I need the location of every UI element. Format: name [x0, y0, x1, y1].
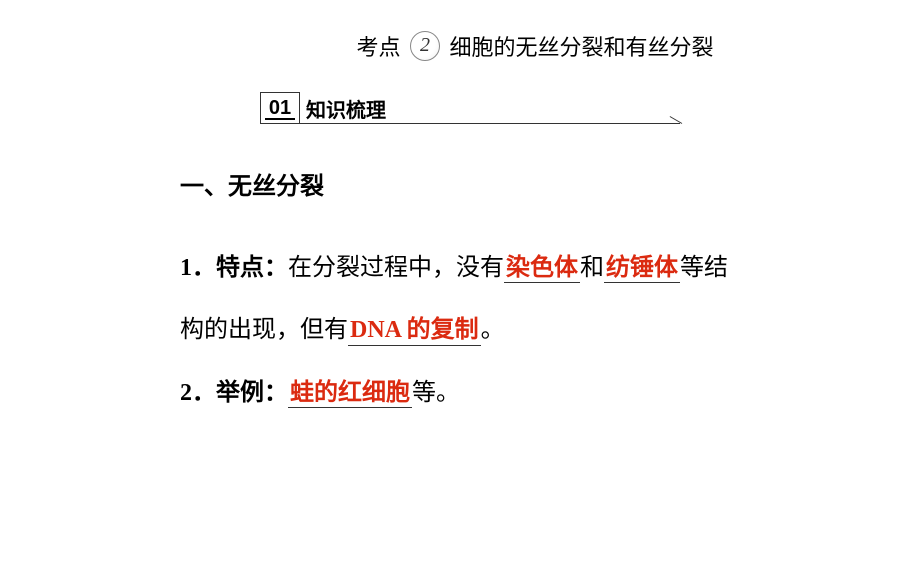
point-1-num: 1 — [180, 255, 192, 281]
point-1: 1．特点：在分裂过程中，没有染色体和纺锤体等结 — [180, 237, 780, 299]
point-2-label: ．举例： — [192, 379, 288, 406]
point-1-mid1: 和 — [580, 255, 604, 281]
section-number-underline — [265, 118, 295, 120]
section-title: 知识梳理 — [306, 94, 386, 123]
point-1-pre: 在分裂过程中，没有 — [288, 255, 504, 281]
blank-4: 蛙的红细胞 — [288, 380, 412, 408]
point-1-line2: 构的出现，但有DNA 的复制。 — [120, 299, 780, 361]
topic-title: 考点 2 细胞的无丝分裂和有丝分裂 — [270, 30, 800, 62]
point-2: 2．举例：蛙的红细胞等。 — [180, 362, 780, 424]
topic-badge-number: 2 — [420, 34, 430, 57]
topic-badge: 2 — [410, 31, 440, 61]
point-1-end: 。 — [481, 317, 505, 343]
blank-2: 纺锤体 — [604, 255, 680, 283]
section-number: 01 — [269, 97, 291, 119]
heading-1: 一、无丝分裂 — [180, 166, 800, 201]
point-2-end: 等。 — [412, 380, 460, 406]
point-1-label: ．特点： — [192, 254, 288, 281]
section-divider — [300, 123, 680, 124]
blank-3: DNA 的复制 — [348, 317, 481, 345]
blank-1: 染色体 — [504, 255, 580, 283]
topic-text: 细胞的无丝分裂和有丝分裂 — [450, 30, 714, 62]
section-header: 01 知识梳理 — [260, 92, 680, 126]
section-number-box: 01 — [260, 92, 300, 124]
topic-label: 考点 — [356, 30, 400, 62]
point-1-post1: 等结 — [680, 255, 728, 281]
point-2-num: 2 — [180, 380, 192, 406]
point-1-line2-pre: 构的出现，但有 — [180, 317, 348, 343]
